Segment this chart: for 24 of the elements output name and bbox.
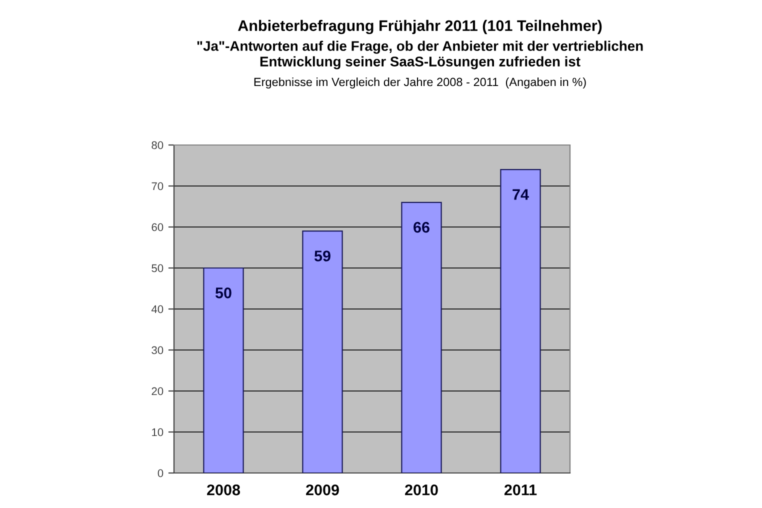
x-tick-label: 2009: [306, 484, 339, 496]
y-tick-label: 70: [152, 182, 164, 190]
data-label: 59: [314, 250, 330, 262]
data-label: 66: [414, 222, 430, 233]
y-tick-label: 40: [151, 305, 164, 314]
y-tick-label: 50: [152, 264, 164, 272]
x-tick-label: 2008: [207, 484, 240, 496]
x-tick-label: 2011: [504, 484, 537, 496]
y-tick-label: 0: [158, 469, 164, 478]
text: Ergebnisse im Vergleich der Jahre 2008 - 2011 (Angaben in %): [254, 78, 586, 88]
bar: [500, 169, 541, 473]
bar: [401, 202, 442, 473]
y-tick-label: 30: [152, 346, 164, 354]
chart-subtitle: "Ja"-Antworten auf die Frage, ob der Anbieter mit der vertrieblichen Entwicklung seiner SaaS-Lösungen zufrieden ist: [197, 40, 643, 70]
data-label: 74: [512, 189, 529, 200]
y-tick-label: 10: [152, 428, 164, 436]
bar: [203, 267, 244, 473]
y-tick-label: 60: [152, 223, 164, 232]
chart-title: Anbieterbefragung Frühjahr 2011 (101 Teilnehmer): [238, 20, 602, 34]
data-label: 50: [215, 287, 232, 298]
y-tick-label: 80: [152, 141, 164, 150]
y-tick-label: 20: [152, 387, 164, 396]
bar: [302, 230, 343, 473]
x-tick-label: 2010: [405, 484, 438, 496]
